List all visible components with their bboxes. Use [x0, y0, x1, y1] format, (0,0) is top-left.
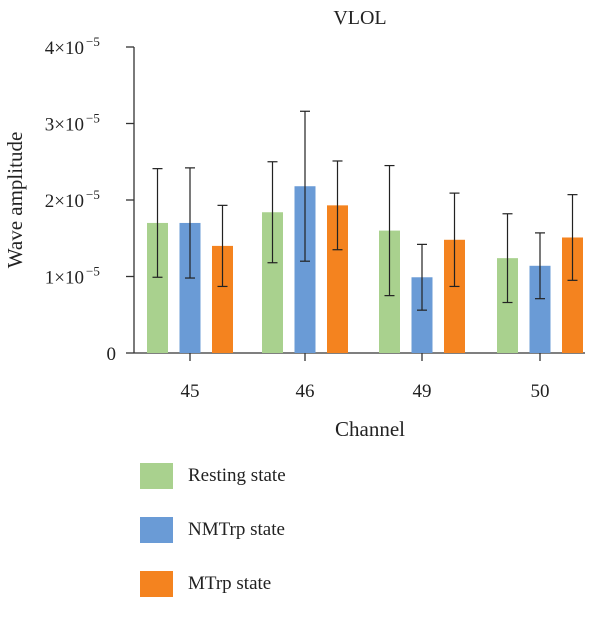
- y-tick-exp-4: −5: [86, 34, 100, 49]
- legend-item-mtrp: MTrp state: [140, 571, 440, 601]
- bar-mtrp-state-45: [212, 245, 233, 353]
- legend: Resting state NMTrp state MTrp state: [140, 463, 440, 625]
- y-tick-label-1: 1×10: [45, 268, 84, 289]
- bar-resting-state-50: [497, 258, 518, 353]
- bar-nmtrp-state-49: [411, 277, 433, 353]
- bar-mtrp-state-46: [327, 205, 348, 353]
- legend-label-mtrp: MTrp state: [188, 573, 272, 594]
- x-tick-label-49: 49: [413, 381, 432, 402]
- legend-swatch-nmtrp: [140, 517, 173, 543]
- bar-nmtrp-state-46: [294, 186, 316, 353]
- y-axis-label: Wave amplitude: [3, 132, 27, 269]
- bar-resting-state-45: [147, 222, 168, 353]
- legend-item-resting: Resting state: [140, 463, 440, 493]
- legend-label-resting: Resting state: [188, 465, 286, 486]
- x-tick-label-45: 45: [181, 381, 200, 402]
- bar-resting-state-46: [262, 212, 283, 353]
- x-tick-label-46: 46: [296, 381, 315, 402]
- y-tick-exp-1: −5: [86, 264, 100, 279]
- y-tick-label-3: 3×10: [45, 115, 84, 136]
- bar-mtrp-state-50: [562, 237, 583, 353]
- legend-swatch-mtrp: [140, 571, 173, 597]
- bar-mtrp-state-49: [444, 239, 465, 353]
- bar-chart: VLOL Wave amplitude Channel 01×10 −52×10−…: [3, 7, 585, 441]
- bar-nmtrp-state-45: [179, 222, 201, 353]
- bar-nmtrp-state-50: [529, 265, 551, 353]
- y-tick-label-0: 0: [107, 344, 117, 365]
- legend-item-nmtrp: NMTrp state: [140, 517, 440, 547]
- x-axis-label: Channel: [335, 417, 405, 441]
- y-tick-label-2: 2×10: [45, 191, 84, 212]
- y-tick-label-4: 4×10: [45, 38, 84, 59]
- legend-label-nmtrp: NMTrp state: [188, 519, 285, 540]
- y-tick-exp-3: −5: [86, 111, 100, 126]
- chart-title: VLOL: [333, 7, 386, 29]
- x-tick-label-50: 50: [531, 381, 550, 402]
- legend-swatch-resting: [140, 463, 173, 489]
- y-tick-exp-2: −5: [86, 187, 100, 202]
